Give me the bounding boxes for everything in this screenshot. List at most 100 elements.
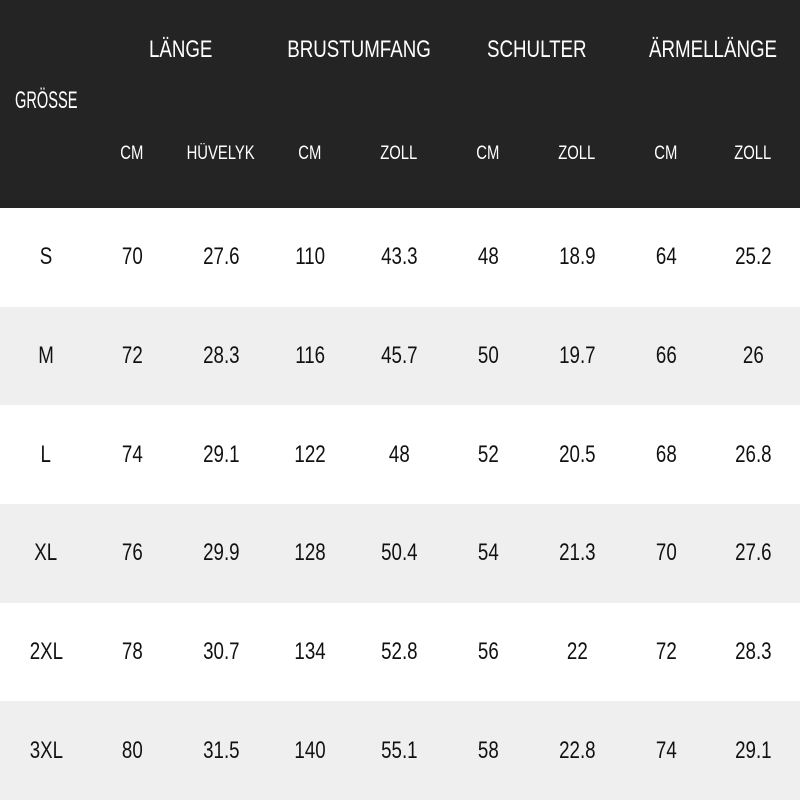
value-cell-text: 74 <box>121 440 143 468</box>
value-cell-text: 122 <box>294 440 326 468</box>
value-cell-text: 140 <box>294 736 326 764</box>
unit-header: ZOLL <box>350 138 448 170</box>
size-cell-text: M <box>38 342 54 370</box>
size-column-header: GRÖSSE <box>10 78 82 124</box>
value-cell-text: 74 <box>655 736 677 764</box>
value-cell-text: 80 <box>121 736 143 764</box>
value-cell-text: 134 <box>294 638 326 666</box>
value-cell: 74 <box>626 701 706 800</box>
value-cell-text: 76 <box>121 539 143 567</box>
size-cell-text: S <box>39 243 53 271</box>
value-cell: 110 <box>270 208 350 307</box>
value-cell-text: 55.1 <box>380 736 418 764</box>
value-cell-text: 52.8 <box>380 638 418 666</box>
value-cell: 45.7 <box>350 307 448 406</box>
group-header-chest: BRUSTUMFANG <box>270 28 448 72</box>
value-cell: 28.3 <box>172 307 270 406</box>
value-cell-text: 45.7 <box>380 342 418 370</box>
value-cell-text: 70 <box>121 243 143 271</box>
value-cell: 26.8 <box>706 405 800 504</box>
value-cell-text: 72 <box>655 638 677 666</box>
value-cell: 52.8 <box>350 603 448 702</box>
group-header-length-label: LÄNGE <box>149 36 213 63</box>
value-cell: 22 <box>528 603 626 702</box>
size-cell: S <box>0 208 92 307</box>
value-cell: 29.9 <box>172 504 270 603</box>
value-cell-text: 58 <box>477 736 499 764</box>
group-header-shoulder: SCHULTER <box>448 28 626 72</box>
size-column-header-label: GRÖSSE <box>14 87 78 114</box>
table-header: GRÖSSE LÄNGE BRUSTUMFANG SCHULTER ÄRMELL… <box>0 0 800 208</box>
value-cell: 25.2 <box>706 208 800 307</box>
value-cell: 72 <box>626 603 706 702</box>
unit-header: ZOLL <box>706 138 800 170</box>
value-cell-text: 31.5 <box>202 736 240 764</box>
value-cell-text: 64 <box>655 243 677 271</box>
value-cell: 122 <box>270 405 350 504</box>
size-cell-text: 2XL <box>29 638 63 666</box>
value-cell-text: 22.8 <box>558 736 596 764</box>
table-row: XL 76 29.9 128 50.4 54 21.3 70 27.6 <box>0 504 800 603</box>
unit-header: CM <box>92 138 172 170</box>
value-cell: 20.5 <box>528 405 626 504</box>
value-cell: 70 <box>92 208 172 307</box>
value-cell: 66 <box>626 307 706 406</box>
value-cell-text: 48 <box>477 243 499 271</box>
value-cell: 26 <box>706 307 800 406</box>
unit-header: CM <box>448 138 528 170</box>
value-cell: 128 <box>270 504 350 603</box>
value-cell: 72 <box>92 307 172 406</box>
value-cell: 19.7 <box>528 307 626 406</box>
value-cell-text: 28.3 <box>202 342 240 370</box>
unit-header: CM <box>270 138 350 170</box>
size-cell: XL <box>0 504 92 603</box>
value-cell-text: 30.7 <box>202 638 240 666</box>
value-cell: 116 <box>270 307 350 406</box>
size-cell: L <box>0 405 92 504</box>
value-cell-text: 70 <box>655 539 677 567</box>
value-cell-text: 21.3 <box>558 539 596 567</box>
unit-header: HÜVELYK <box>172 138 270 170</box>
value-cell-text: 43.3 <box>380 243 418 271</box>
table-body: S 70 27.6 110 43.3 48 18.9 64 25.2 M 72 28.3 116 45.7… <box>0 208 800 800</box>
size-cell: 3XL <box>0 701 92 800</box>
value-cell: 27.6 <box>706 504 800 603</box>
value-cell: 48 <box>448 208 528 307</box>
table-row: 3XL 80 31.5 140 55.1 58 22.8 74 29.1 <box>0 701 800 800</box>
value-cell-text: 18.9 <box>558 243 596 271</box>
value-cell-text: 52 <box>477 440 499 468</box>
value-cell: 74 <box>92 405 172 504</box>
value-cell-text: 56 <box>477 638 499 666</box>
size-cell-text: XL <box>34 539 58 567</box>
unit-header: ZOLL <box>528 138 626 170</box>
value-cell: 58 <box>448 701 528 800</box>
value-cell-text: 20.5 <box>558 440 596 468</box>
size-cell-text: L <box>40 440 52 468</box>
table-row: 2XL 78 30.7 134 52.8 56 22 72 28.3 <box>0 603 800 702</box>
value-cell: 27.6 <box>172 208 270 307</box>
value-cell-text: 48 <box>388 440 410 468</box>
value-cell-text: 28.3 <box>734 638 772 666</box>
value-cell-text: 54 <box>477 539 499 567</box>
value-cell-text: 72 <box>121 342 143 370</box>
value-cell: 76 <box>92 504 172 603</box>
table-row: M 72 28.3 116 45.7 50 19.7 66 26 <box>0 306 800 406</box>
value-cell-text: 50.4 <box>380 539 418 567</box>
value-cell: 21.3 <box>528 504 626 603</box>
table-row: L 74 29.1 122 48 52 20.5 68 26.8 <box>0 405 800 504</box>
unit-header-label: ZOLL <box>734 143 772 164</box>
unit-header-label: HÜVELYK <box>186 143 256 164</box>
value-cell-text: 27.6 <box>734 539 772 567</box>
value-cell-text: 68 <box>655 440 677 468</box>
unit-header-label: CM <box>298 143 322 164</box>
unit-header-label: ZOLL <box>558 143 596 164</box>
value-cell-text: 128 <box>294 539 326 567</box>
value-cell: 22.8 <box>528 701 626 800</box>
value-cell-text: 22 <box>566 638 588 666</box>
table-row: S 70 27.6 110 43.3 48 18.9 64 25.2 <box>0 208 800 307</box>
value-cell: 50 <box>448 307 528 406</box>
value-cell-text: 26.8 <box>734 440 772 468</box>
value-cell: 70 <box>626 504 706 603</box>
unit-header-label: CM <box>476 143 500 164</box>
value-cell: 55.1 <box>350 701 448 800</box>
